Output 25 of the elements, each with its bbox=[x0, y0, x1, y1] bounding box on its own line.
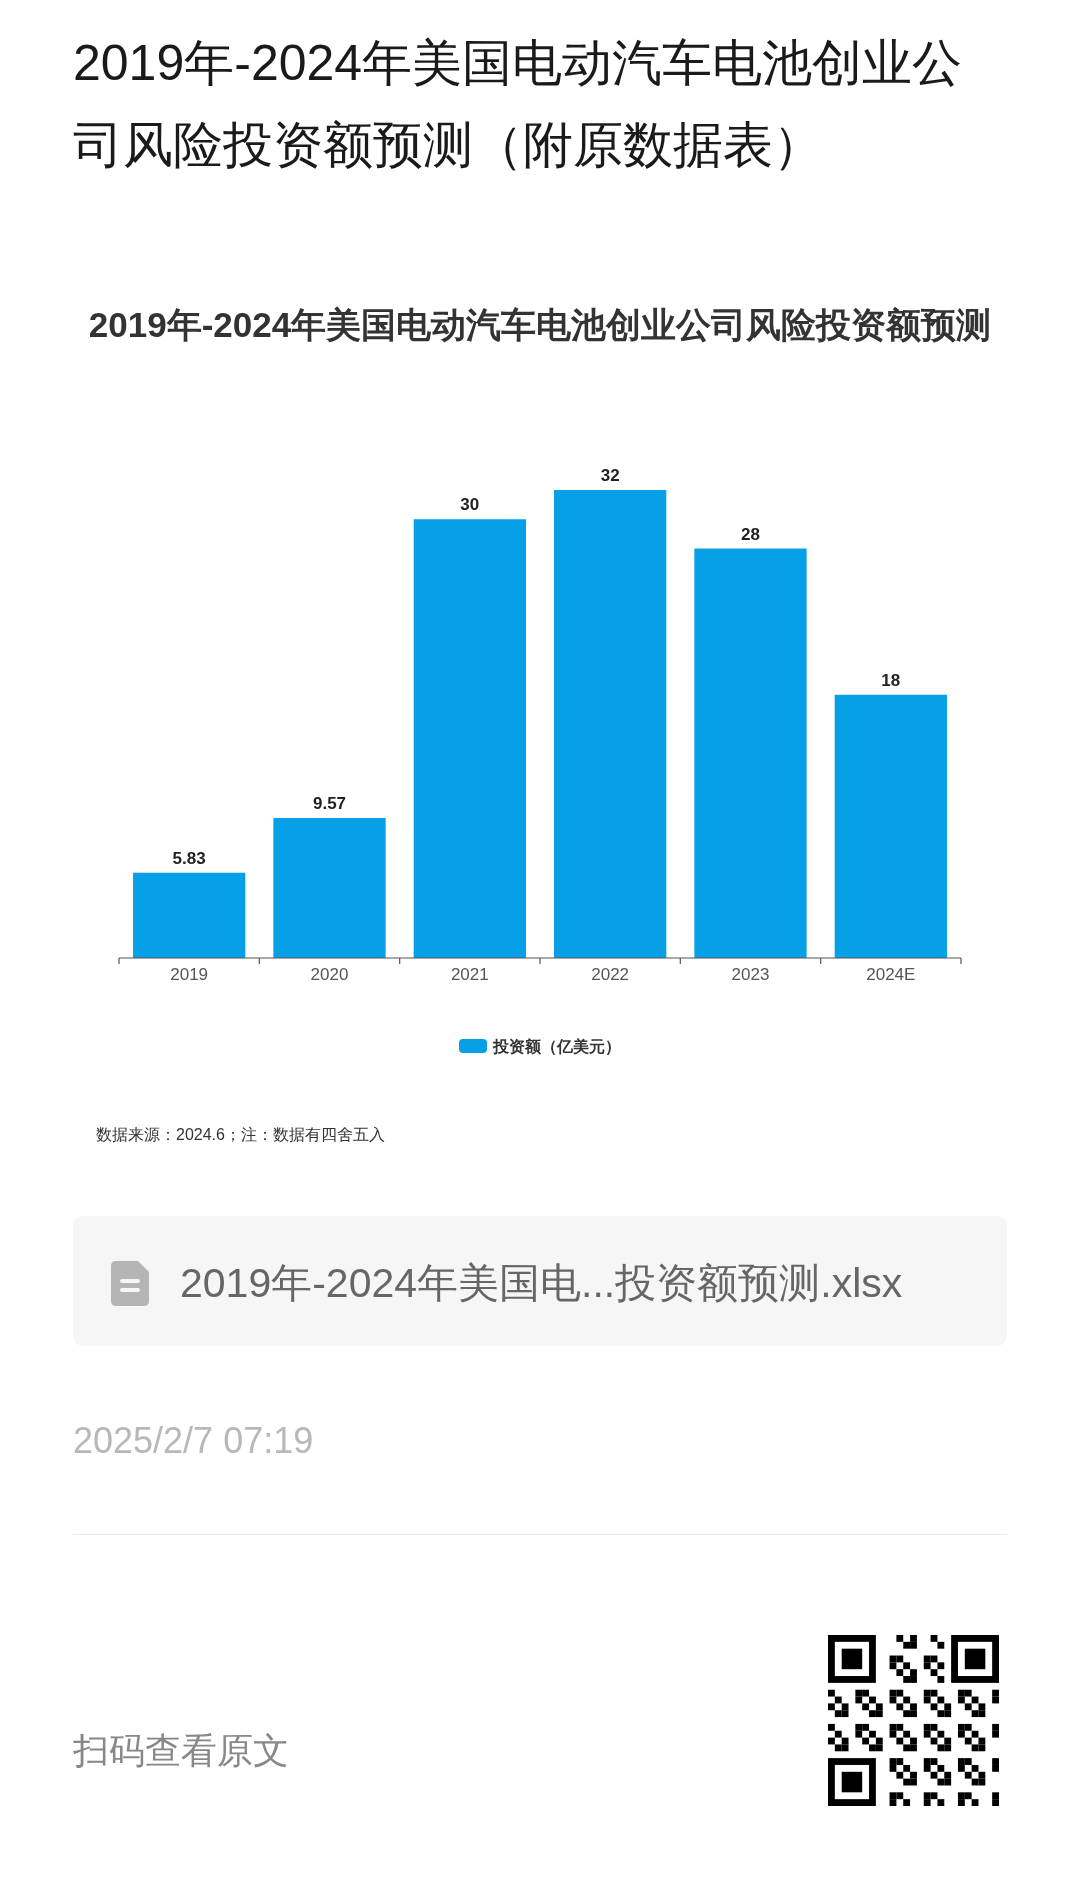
x-tick-label: 2020 bbox=[310, 965, 349, 984]
chart-title: 2019年-2024年美国电动汽车电池创业公司风险投资额预测（附原数据表） bbox=[73, 34, 964, 175]
bar bbox=[694, 548, 807, 958]
data-label: 30 bbox=[460, 495, 480, 515]
x-tick-label: 2024E bbox=[866, 965, 916, 984]
data-label: 32 bbox=[600, 466, 620, 485]
legend-label: 投资额（亿美元） bbox=[492, 1037, 621, 1056]
text: 2019年-2024年美国电...投资额预测.xlsx bbox=[180, 1259, 904, 1308]
bar bbox=[273, 818, 386, 958]
x-tick-label: 2022 bbox=[591, 965, 630, 984]
x-tick-label: 2019 bbox=[170, 965, 209, 984]
text: 2025/2/7 07:19 bbox=[73, 1419, 315, 1463]
x-tick-label: 2023 bbox=[731, 965, 770, 984]
bar bbox=[413, 519, 526, 958]
data-label: 18 bbox=[881, 670, 901, 690]
data-label: 28 bbox=[741, 524, 760, 544]
bar bbox=[554, 490, 667, 958]
data-label: 9.57 bbox=[312, 794, 347, 814]
bar bbox=[834, 694, 947, 958]
chart-subtitle: 2019年-2024年美国电动汽车电池创业公司风险投资额预测 bbox=[88, 305, 992, 344]
text: 扫码查看原文 bbox=[73, 1729, 290, 1773]
x-tick-label: 2021 bbox=[450, 965, 489, 984]
data-label: 5.83 bbox=[172, 848, 206, 868]
source-note: 数据来源：2024.6；注：数据有四舍五入 bbox=[96, 1125, 386, 1145]
bar bbox=[133, 872, 246, 958]
